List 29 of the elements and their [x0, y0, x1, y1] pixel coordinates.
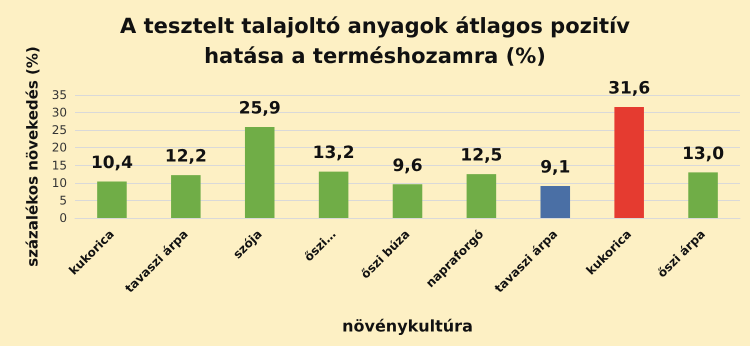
y-tick-label: 35	[52, 88, 67, 102]
data-label: 12,5	[460, 146, 502, 166]
y-tick-label: 25	[52, 123, 67, 138]
data-label: 12,2	[164, 146, 207, 167]
bar	[466, 174, 496, 218]
data-label: 9,6	[392, 156, 423, 176]
x-axis-title: növénykultúra	[342, 316, 473, 336]
y-tick-label: 20	[52, 140, 67, 155]
y-axis-title: százalékos növekedés (%)	[24, 46, 42, 267]
y-tick-label: 10	[52, 176, 67, 190]
y-tick-label: 30	[52, 106, 67, 120]
data-label: 10,4	[90, 152, 134, 173]
bar	[318, 172, 348, 218]
data-label: 13,0	[682, 144, 724, 164]
data-label: 25,9	[238, 98, 281, 118]
bar	[97, 181, 127, 218]
bar	[171, 175, 201, 218]
bar	[688, 172, 718, 218]
bar	[614, 106, 644, 218]
chart-title: A tesztelt talajoltó anyagok átlagos pozitív hatása a terméshozamra (%)	[120, 14, 630, 68]
bar	[244, 126, 274, 218]
bar	[540, 186, 570, 218]
y-tick-label: 5	[59, 193, 67, 208]
data-label: 13,2	[312, 143, 355, 164]
bar	[392, 184, 422, 218]
data-label: 31,6	[608, 78, 650, 98]
y-tick-label: 15	[52, 158, 67, 172]
y-tick-label: 0	[59, 211, 67, 225]
data-label: 9,1	[540, 158, 570, 178]
